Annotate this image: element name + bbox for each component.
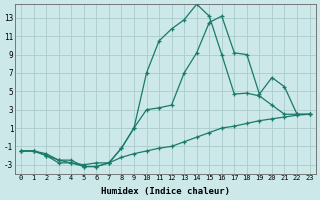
X-axis label: Humidex (Indice chaleur): Humidex (Indice chaleur) — [101, 187, 230, 196]
